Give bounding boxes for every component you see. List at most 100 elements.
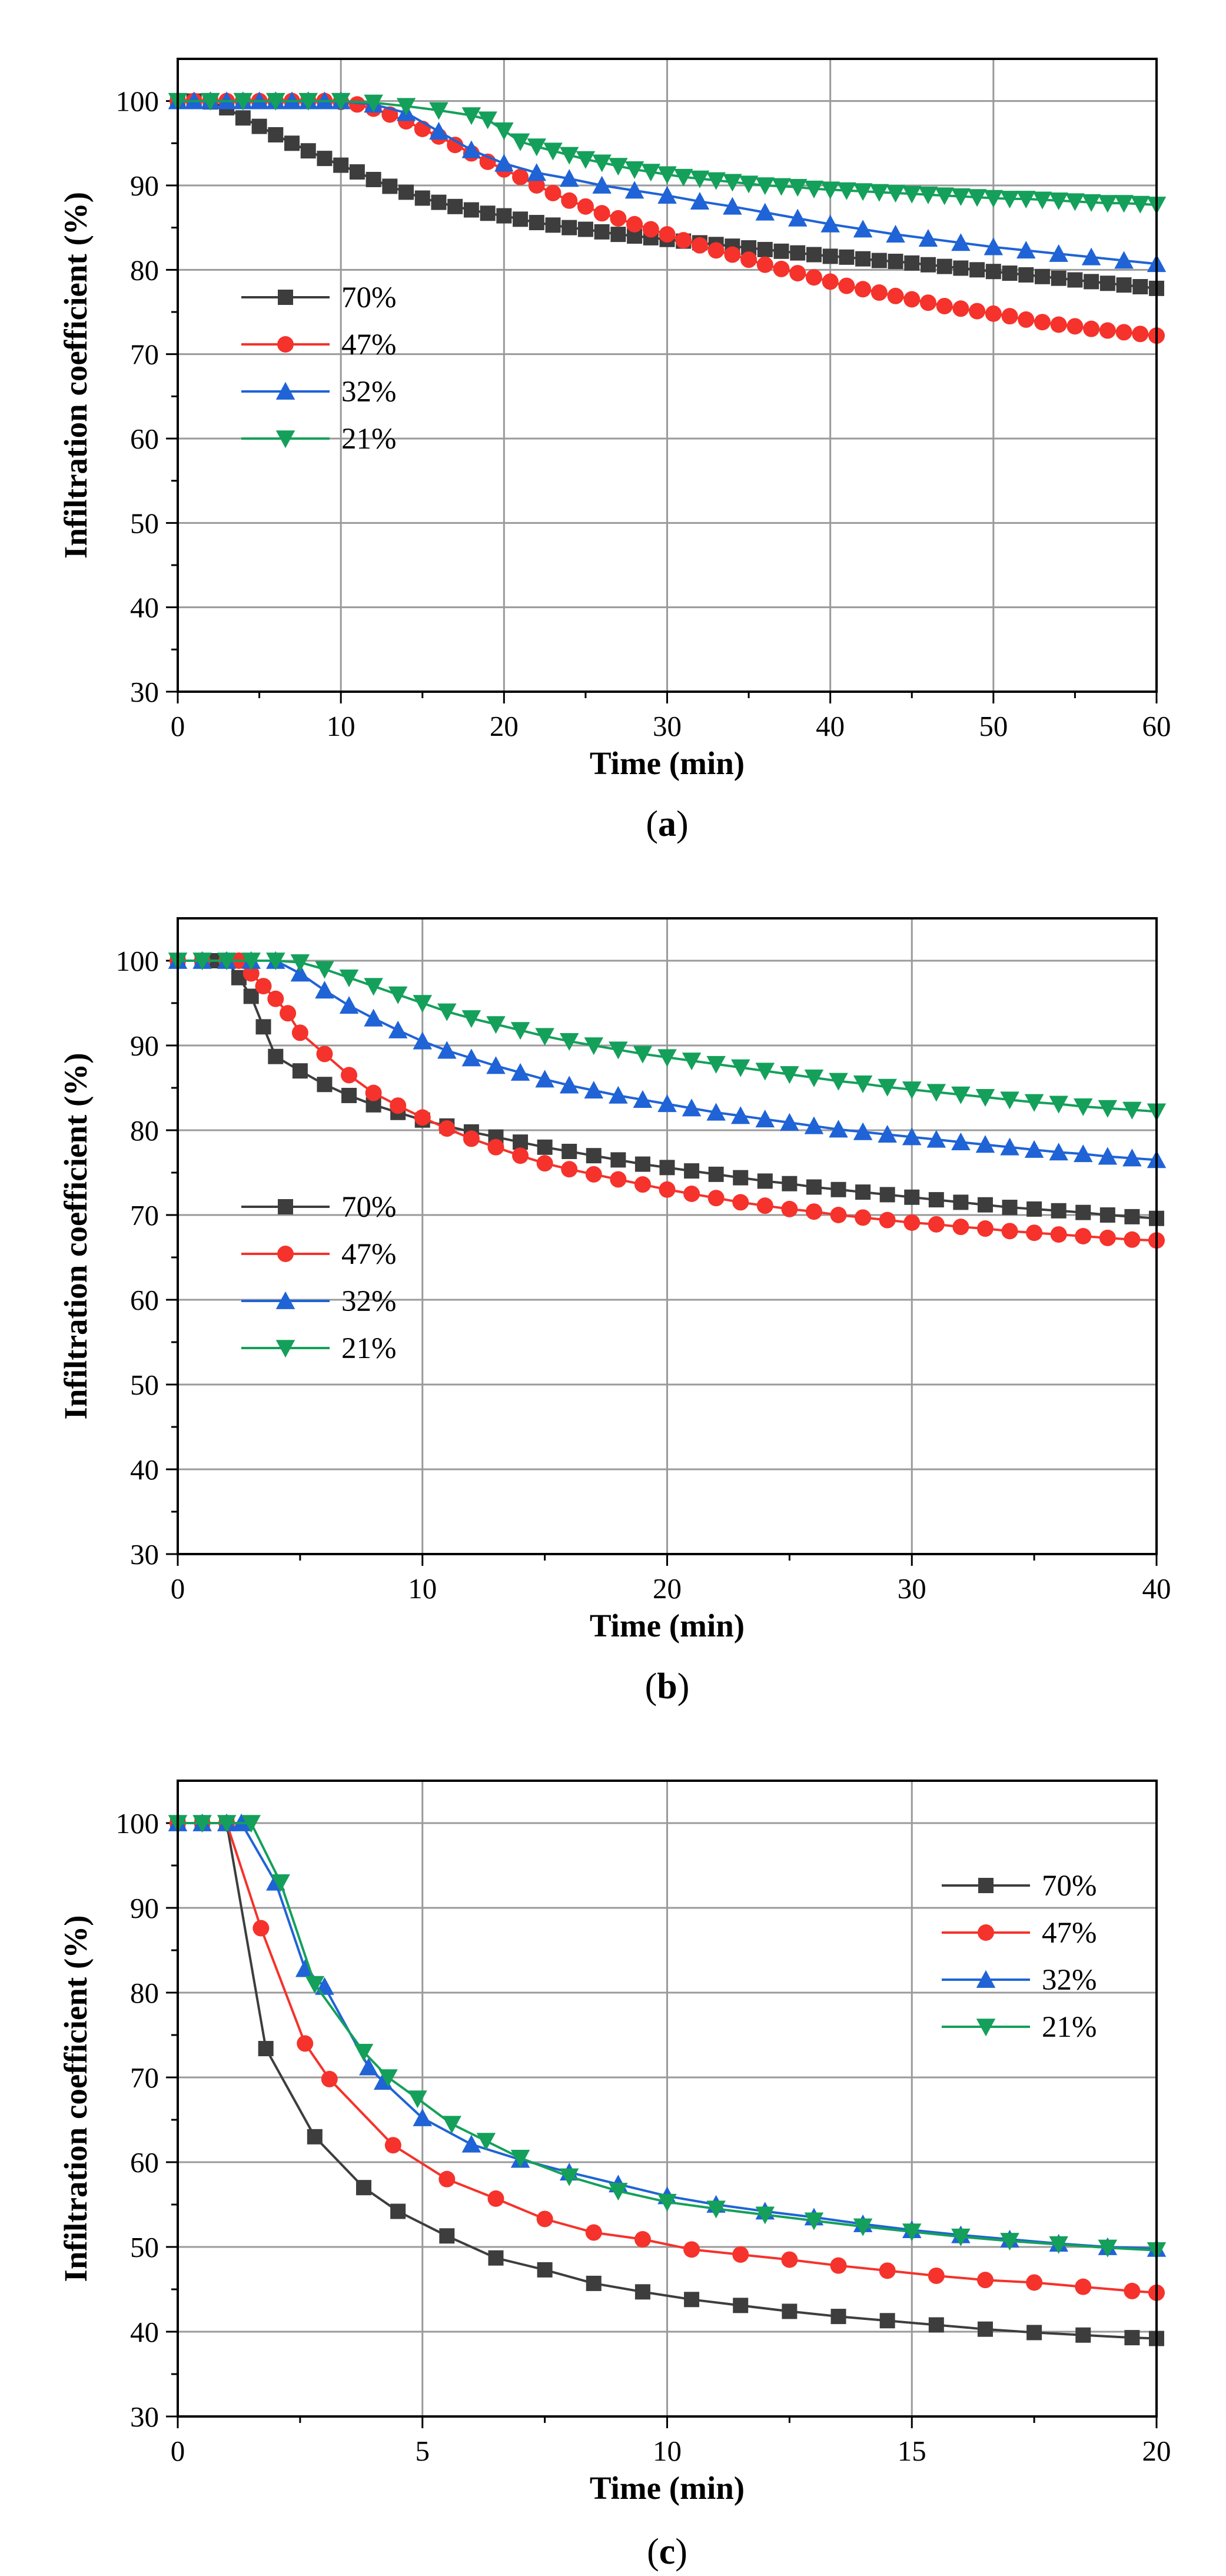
legend-marker — [275, 1291, 295, 1309]
data-point — [634, 1156, 650, 1172]
y-tick-label: 80 — [130, 1114, 159, 1147]
data-point — [886, 224, 905, 243]
data-point — [280, 1005, 297, 1022]
data-point — [984, 190, 1004, 208]
data-point — [271, 1874, 290, 1893]
data-point — [268, 1048, 284, 1064]
data-point — [976, 1220, 994, 1237]
data-point — [561, 1161, 578, 1178]
legend-marker — [976, 2019, 996, 2037]
data-point — [657, 1049, 677, 1067]
y-tick-label: 100 — [116, 85, 160, 118]
legend-label: 47% — [1042, 1917, 1097, 1950]
data-point — [675, 232, 692, 249]
data-point — [593, 205, 610, 222]
y-tick-label: 70 — [130, 338, 159, 371]
y-tick-label: 70 — [130, 1199, 159, 1231]
data-point — [918, 229, 938, 247]
y-tick-label: 100 — [116, 945, 160, 977]
series-21-percent — [168, 92, 1167, 215]
data-point — [251, 118, 267, 134]
data-point — [527, 163, 547, 181]
x-axis-title: Time (min) — [590, 745, 745, 781]
legend-marker — [277, 1246, 294, 1262]
data-point — [266, 92, 285, 111]
data-point — [298, 92, 318, 111]
data-point — [1018, 267, 1034, 283]
x-tick-label: 30 — [653, 710, 682, 742]
x-tick-label: 50 — [979, 710, 1008, 742]
data-point — [984, 237, 1004, 255]
data-point — [1001, 1223, 1018, 1240]
data-point — [684, 2292, 700, 2308]
data-point — [561, 220, 577, 235]
data-point — [1050, 316, 1067, 333]
data-point — [561, 192, 578, 209]
data-point — [609, 1041, 628, 1060]
data-point — [414, 190, 430, 206]
data-point — [461, 107, 481, 125]
legend-marker — [978, 1878, 994, 1893]
data-point — [829, 1073, 848, 1091]
data-point — [830, 1207, 847, 1223]
data-point — [902, 185, 922, 204]
data-point — [331, 92, 351, 111]
data-point — [217, 952, 237, 971]
data-point — [1074, 1144, 1093, 1163]
data-point — [290, 954, 310, 972]
legend-label: 70% — [341, 1191, 396, 1224]
x-tick-label: 15 — [898, 2435, 926, 2467]
data-point — [879, 1211, 896, 1229]
data-point — [585, 1166, 602, 1183]
data-point — [1115, 324, 1132, 341]
data-point — [657, 166, 677, 184]
data-point — [355, 2180, 371, 2196]
data-point — [1098, 1100, 1118, 1118]
data-point — [1083, 320, 1100, 337]
axes-frame — [177, 1780, 1158, 2418]
legend-marker — [278, 290, 293, 305]
data-point — [1116, 277, 1132, 293]
data-point — [855, 251, 871, 267]
legend: 70% 47% 32% 21% — [241, 1191, 396, 1365]
data-point — [634, 2284, 650, 2300]
data-point — [592, 175, 612, 194]
y-tick-label: 90 — [130, 1030, 159, 1062]
data-point — [1114, 251, 1134, 269]
data-point — [724, 246, 741, 263]
data-point — [559, 2168, 579, 2186]
data-point — [447, 137, 464, 154]
data-point — [333, 157, 349, 173]
data-point — [365, 1084, 382, 1101]
data-point — [659, 226, 676, 243]
data-point — [928, 2317, 944, 2333]
data-point — [951, 2228, 971, 2246]
data-point — [926, 1084, 946, 1102]
data-point — [366, 171, 381, 187]
data-point — [1066, 318, 1084, 335]
data-point — [853, 220, 873, 238]
data-point — [388, 1020, 408, 1038]
data-point — [486, 1056, 506, 1074]
data-point — [755, 1110, 775, 1128]
series-line — [178, 99, 1157, 206]
data-point — [243, 988, 259, 1004]
y-axis-title: Infiltration coefficient (%) — [58, 1915, 94, 2282]
data-point — [657, 1094, 677, 1113]
y-tick-label: 30 — [130, 676, 159, 708]
legend-label: 21% — [341, 1332, 396, 1365]
data-point — [1049, 2236, 1068, 2254]
data-point — [348, 96, 366, 113]
data-point — [1074, 1098, 1093, 1116]
data-point — [364, 978, 383, 996]
data-point — [953, 1194, 969, 1210]
data-point — [429, 102, 448, 120]
data-point — [1032, 191, 1052, 210]
y-tick-label: 90 — [130, 1892, 159, 1924]
data-point — [1026, 1224, 1043, 1241]
data-point — [975, 1089, 995, 1107]
data-point — [544, 184, 561, 201]
data-point — [871, 253, 887, 268]
x-tick-label: 40 — [1142, 1572, 1171, 1605]
